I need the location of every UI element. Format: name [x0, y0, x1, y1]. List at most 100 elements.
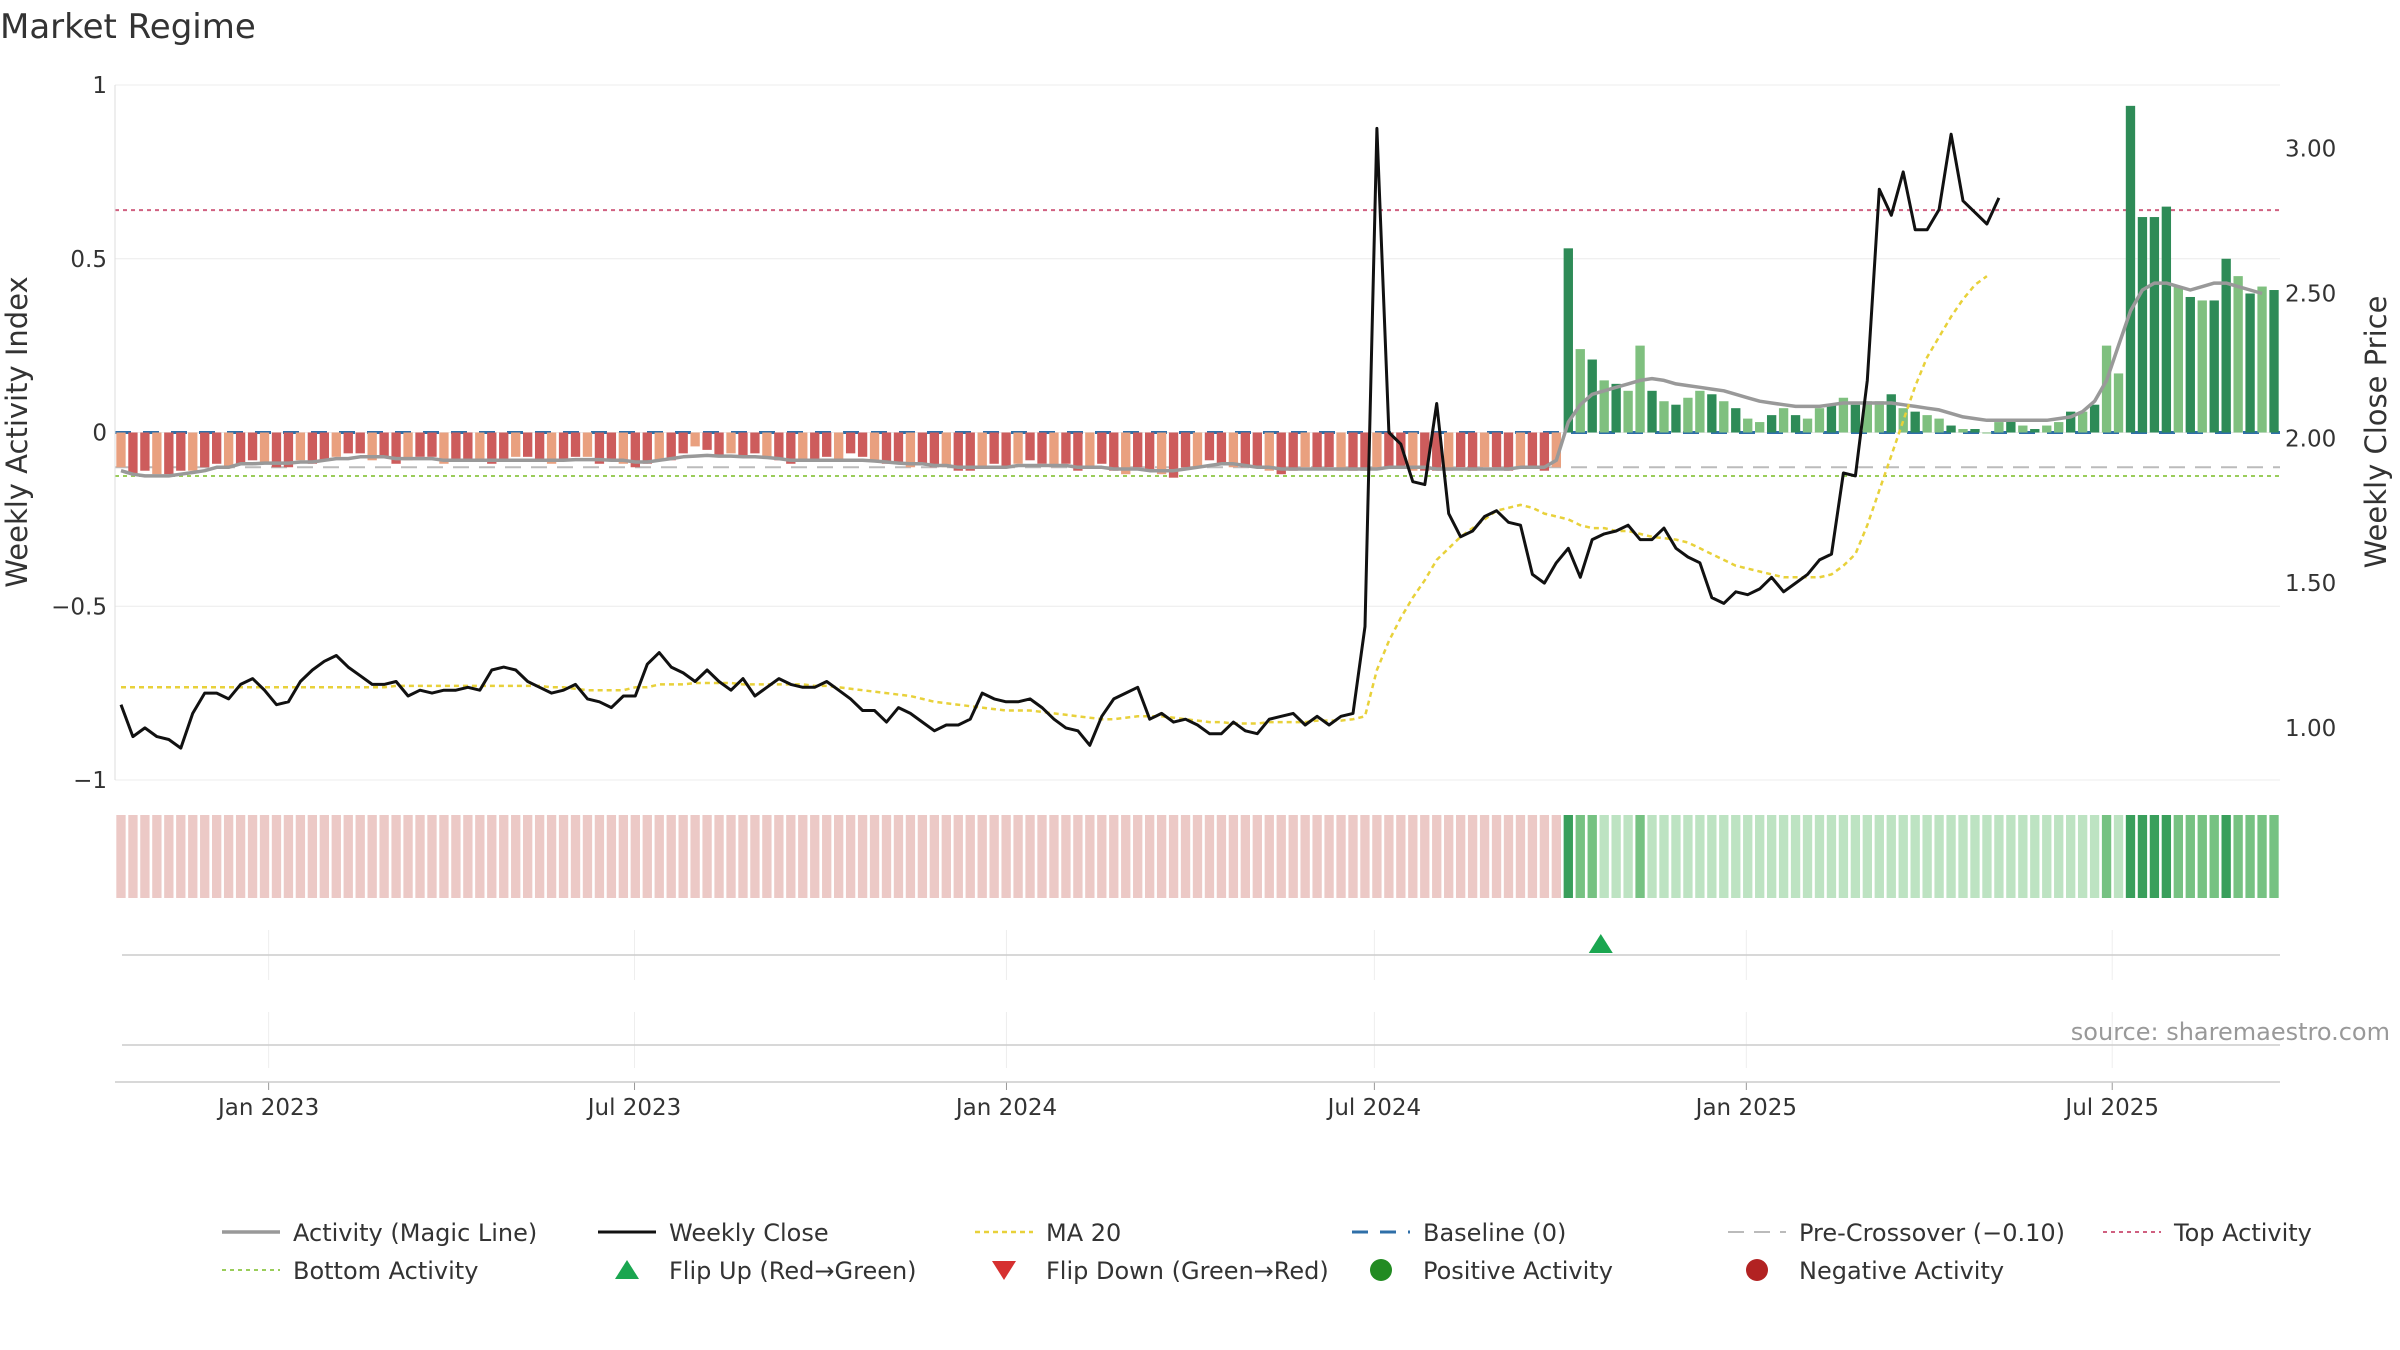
regime-cell [1049, 815, 1059, 898]
x-tick-label: Jul 2023 [586, 1095, 682, 1121]
regime-cell [2161, 815, 2172, 898]
regime-cell [355, 815, 365, 898]
regime-cell [212, 815, 222, 898]
regime-cell [415, 815, 425, 898]
activity-bar [1970, 429, 1980, 433]
regime-cell [1695, 815, 1705, 898]
activity-bar [1348, 432, 1358, 471]
regime-cell [1479, 815, 1490, 898]
regime-cell [1156, 815, 1167, 898]
regime-cell [2269, 815, 2279, 898]
regime-cell [176, 815, 186, 898]
regime-cell [164, 815, 174, 898]
regime-cell [606, 815, 617, 898]
activity-bar [331, 432, 341, 457]
activity-bar [2137, 217, 2148, 433]
activity-bar [798, 432, 808, 461]
activity-bar [1432, 432, 1442, 471]
activity-bar [2245, 293, 2255, 433]
activity-bar [1097, 432, 1107, 464]
regime-cell [403, 815, 413, 898]
activity-bar [2054, 422, 2064, 433]
activity-bar [965, 432, 975, 471]
magic-line [120, 281, 2263, 478]
regime-cell [678, 815, 688, 898]
regime-cell [1814, 815, 1825, 898]
activity-bar [869, 432, 880, 461]
regime-cell [1324, 815, 1334, 898]
activity-bar [582, 432, 593, 457]
activity-bar [212, 432, 222, 464]
activity-bar [1743, 418, 1753, 433]
regime-cell [391, 815, 401, 898]
activity-bar [1073, 432, 1083, 471]
activity-bar [1133, 432, 1143, 468]
regime-cell [1288, 815, 1298, 898]
legend-swatch-flip-down [992, 1261, 1016, 1280]
activity-bar [1049, 432, 1059, 468]
regime-cell [1671, 815, 1681, 898]
legend-item-top: Top Activity [2103, 1219, 2312, 1247]
regime-cell [331, 815, 341, 898]
activity-bar [917, 432, 928, 464]
activity-bar [1982, 432, 1992, 434]
activity-bar [140, 432, 150, 471]
legend-item-bottom: Bottom Activity [222, 1257, 478, 1285]
activity-bar [1168, 432, 1179, 478]
left-tick-label: −0.5 [51, 594, 107, 620]
legend-label: Weekly Close [669, 1219, 829, 1247]
flip-markers [1588, 934, 1613, 953]
regime-cell [1348, 815, 1358, 898]
regime-cell [1563, 815, 1573, 898]
regime-cell [1001, 815, 1011, 898]
right-tick-label: 3.00 [2285, 137, 2336, 163]
activity-bar [1324, 432, 1334, 468]
activity-bar [642, 432, 652, 464]
activity-bar [2006, 418, 2016, 433]
activity-bar [558, 432, 569, 461]
activity-bar [929, 432, 940, 468]
activity-bar [523, 432, 533, 457]
regime-cell [463, 815, 473, 898]
activity-bar [2173, 286, 2183, 433]
regime-cell [1384, 815, 1394, 898]
regime-cell [1085, 815, 1095, 898]
activity-bar [1719, 401, 1729, 433]
activity-bar [1862, 401, 1872, 433]
flip-up-marker [1588, 934, 1613, 953]
activity-bar [283, 432, 294, 468]
activity-bar [1288, 432, 1298, 471]
activity-bar [343, 432, 353, 454]
weekly-close-line [119, 126, 2001, 750]
legend-item-pre: Pre-Crossover (−0.10) [1728, 1219, 2065, 1247]
activity-bar [1109, 432, 1119, 471]
activity-bar [893, 432, 904, 464]
activity-bar [511, 432, 521, 457]
activity-bar [1156, 432, 1167, 475]
regime-cell [1922, 815, 1932, 898]
legend-item-neg: Negative Activity [1746, 1257, 2004, 1285]
activity-bar [1790, 415, 1801, 433]
legend-label: Flip Down (Green→Red) [1046, 1257, 1329, 1285]
activity-bar [1946, 425, 1956, 433]
activity-bar [1455, 432, 1466, 468]
legend-item-pos: Positive Activity [1370, 1257, 1613, 1285]
regime-cell [1097, 815, 1107, 898]
regime-cell [1551, 815, 1562, 898]
regime-cell [295, 815, 306, 898]
regime-cell [2173, 815, 2183, 898]
activity-bar [1934, 418, 1944, 433]
regime-cell [2101, 815, 2112, 898]
regime-cell [523, 815, 533, 898]
activity-bar [702, 432, 712, 450]
activity-bar [367, 432, 377, 461]
regime-cell [259, 815, 270, 898]
activity-bar [953, 432, 963, 471]
activity-bar [977, 432, 987, 468]
activity-bar [2257, 286, 2267, 433]
regime-cell [1635, 815, 1645, 898]
regime-cell [1168, 815, 1179, 898]
regime-cell [977, 815, 987, 898]
legend-item-flipup: Flip Up (Red→Green) [615, 1257, 917, 1285]
activity-bar [1479, 432, 1490, 468]
